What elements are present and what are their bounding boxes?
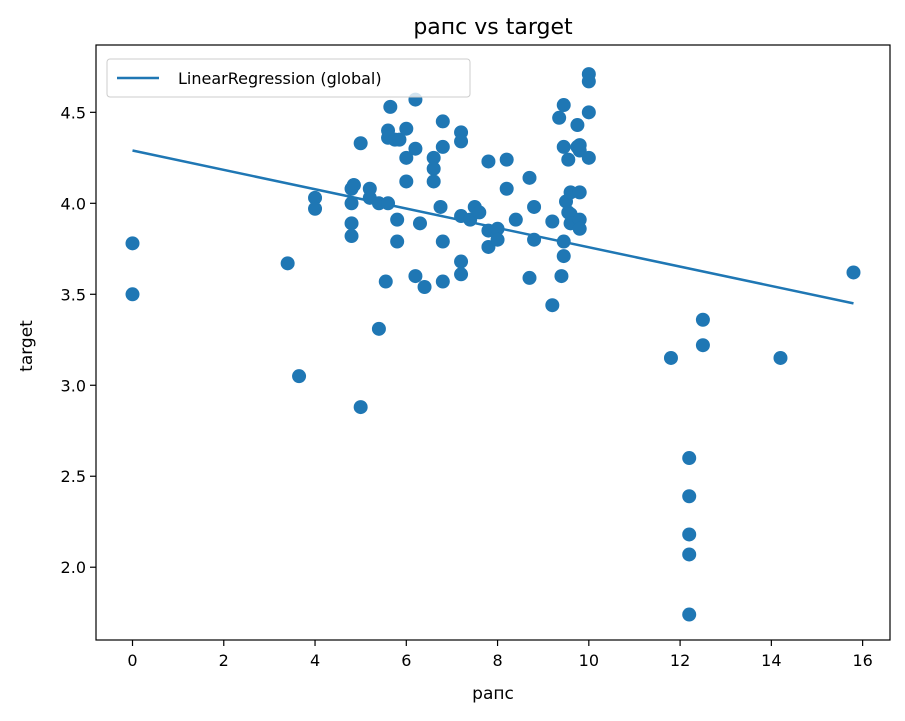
data-point — [399, 121, 414, 136]
data-point — [472, 205, 487, 220]
x-tick-label: 10 — [579, 651, 599, 670]
data-point — [390, 212, 405, 227]
data-point — [426, 174, 441, 189]
data-point — [545, 298, 560, 313]
data-point — [527, 199, 542, 214]
data-point — [561, 152, 576, 167]
data-point — [773, 350, 788, 365]
data-point — [378, 274, 393, 289]
data-point — [572, 221, 587, 236]
data-point — [581, 105, 596, 120]
data-point — [682, 451, 697, 466]
data-point — [412, 216, 427, 231]
data-point — [581, 150, 596, 165]
data-point — [570, 118, 585, 133]
data-point — [292, 369, 307, 384]
chart-title: рапс vs target — [413, 15, 573, 40]
data-point — [545, 214, 560, 229]
data-point — [695, 312, 710, 327]
legend-box — [106, 58, 471, 98]
x-tick-label: 14 — [761, 651, 781, 670]
data-point — [344, 196, 359, 211]
data-point — [556, 98, 571, 113]
data-point — [454, 254, 469, 269]
data-point — [125, 287, 140, 302]
data-point — [682, 527, 697, 542]
data-point — [499, 181, 514, 196]
legend: LinearRegression (global) — [106, 58, 471, 98]
data-point — [433, 199, 448, 214]
data-point — [435, 139, 450, 154]
data-point — [454, 134, 469, 149]
data-point — [408, 141, 423, 156]
x-tick-label: 6 — [401, 651, 411, 670]
x-tick-label: 16 — [852, 651, 872, 670]
data-point — [435, 234, 450, 249]
data-point — [454, 267, 469, 282]
data-point — [556, 139, 571, 154]
data-point — [581, 74, 596, 89]
data-point — [353, 136, 368, 151]
data-point — [346, 178, 361, 193]
x-tick-label: 4 — [310, 651, 320, 670]
data-point — [499, 152, 514, 167]
data-point — [435, 114, 450, 129]
y-tick-label: 4.5 — [61, 103, 86, 122]
data-point — [508, 212, 523, 227]
data-point — [682, 489, 697, 504]
data-point — [527, 232, 542, 247]
data-point — [399, 174, 414, 189]
data-point — [556, 234, 571, 249]
y-tick-label: 2.5 — [61, 467, 86, 486]
axes: 0 2 4 6 8 10 12 14 16 2.0 2.5 3.0 3.5 4.0 4.5 — [61, 44, 891, 670]
data-point — [308, 190, 323, 205]
y-tick-label: 4.0 — [61, 194, 86, 213]
x-tick-label: 0 — [127, 651, 137, 670]
data-point — [846, 265, 861, 280]
data-point — [663, 350, 678, 365]
data-point — [481, 154, 496, 169]
axes-frame — [95, 44, 891, 641]
y-tick-label: 3.0 — [61, 376, 86, 395]
data-point — [390, 234, 405, 249]
plot-area — [125, 67, 861, 622]
data-point — [308, 201, 323, 216]
data-point — [353, 400, 368, 415]
data-point — [383, 99, 398, 114]
data-point — [392, 132, 407, 147]
x-tick-label: 2 — [219, 651, 229, 670]
data-point — [682, 547, 697, 562]
y-tick-label: 2.0 — [61, 558, 86, 577]
data-point — [522, 270, 537, 285]
x-axis-title: рапс — [472, 684, 514, 704]
data-point — [408, 269, 423, 284]
data-point — [554, 269, 569, 284]
y-axis-title: target — [17, 320, 37, 372]
data-point — [490, 221, 505, 236]
data-point — [417, 280, 432, 295]
data-point — [125, 236, 140, 251]
data-point — [399, 150, 414, 165]
data-point — [426, 161, 441, 176]
data-point — [522, 170, 537, 185]
data-point — [435, 274, 450, 289]
data-point — [682, 607, 697, 622]
data-point — [490, 232, 505, 247]
data-point — [371, 321, 386, 336]
data-point — [695, 338, 710, 353]
data-point — [426, 150, 441, 165]
x-tick-label: 8 — [492, 651, 502, 670]
data-point — [381, 196, 396, 211]
y-tick-label: 3.5 — [61, 285, 86, 304]
legend-label: LinearRegression (global) — [178, 69, 382, 88]
data-point — [552, 110, 567, 125]
data-point — [344, 229, 359, 244]
data-point — [572, 185, 587, 200]
data-point — [280, 256, 295, 271]
data-point — [556, 249, 571, 264]
x-tick-label: 12 — [670, 651, 690, 670]
data-point — [344, 216, 359, 231]
